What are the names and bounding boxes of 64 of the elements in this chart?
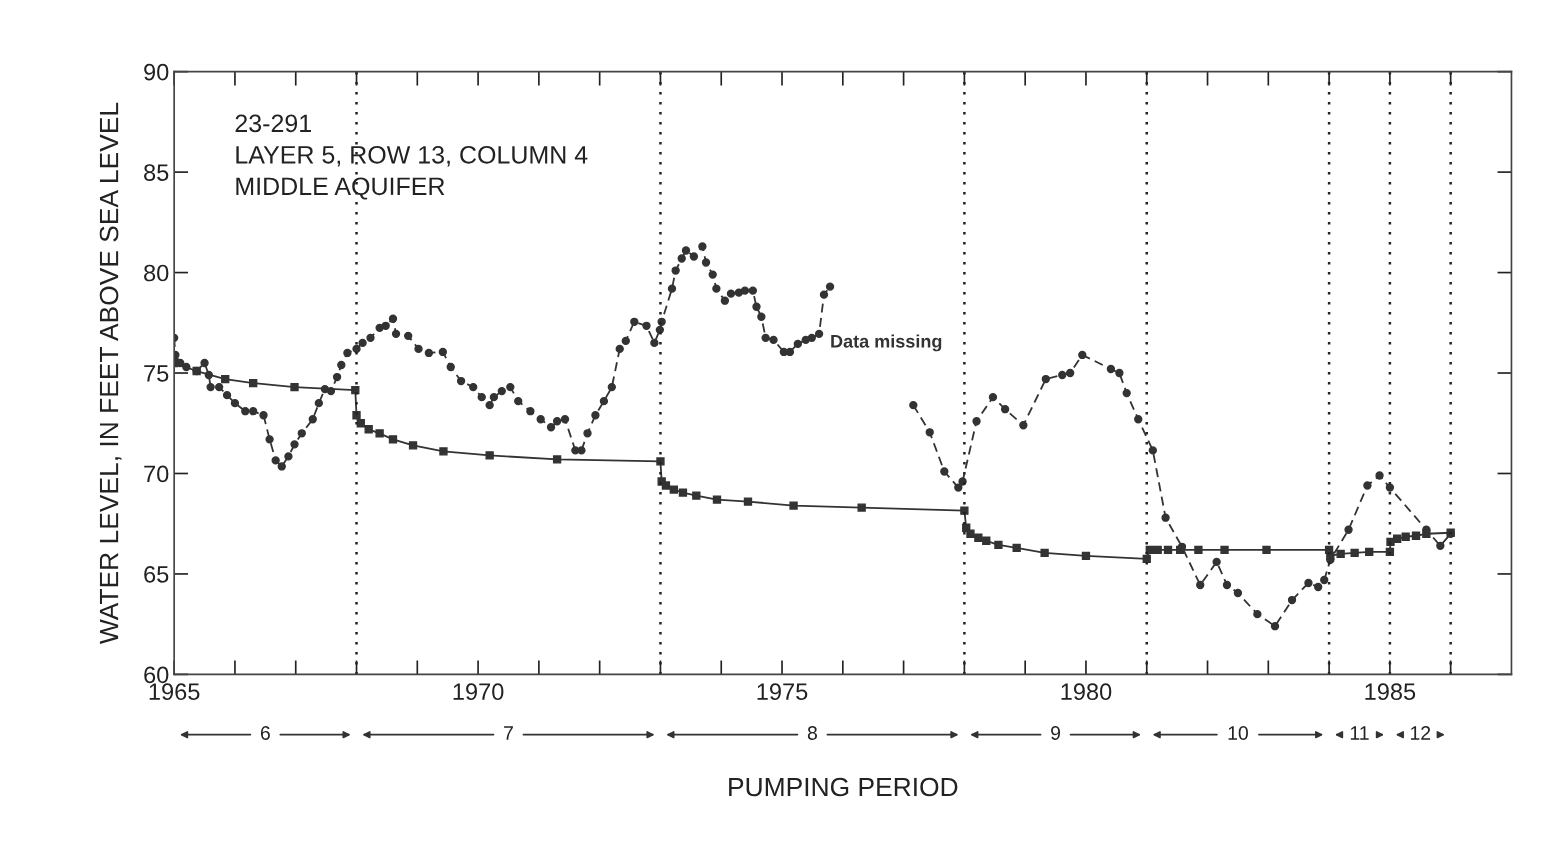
x-tick-label: 1965: [149, 683, 200, 701]
point: [857, 503, 866, 512]
point: [669, 485, 678, 494]
y-tick-label: 70: [144, 465, 169, 483]
point: [192, 366, 201, 376]
point: [249, 378, 258, 388]
point: [982, 536, 991, 545]
text: 9: [1051, 726, 1061, 740]
point: [661, 481, 671, 490]
point: [439, 447, 448, 456]
point: [743, 497, 753, 506]
point: [364, 425, 373, 434]
x-tick-label: 1970: [453, 683, 504, 701]
annotation: Data missing: [831, 334, 942, 352]
point: [388, 435, 398, 444]
text: 7: [504, 726, 513, 740]
point: [1422, 529, 1431, 538]
point: [1220, 545, 1229, 555]
y-axis-title: WATER LEVEL, IN FEET ABOVE SEA LEVEL: [99, 102, 122, 645]
annotation: 23-291 LAYER 5, ROW 13, COLUMN 4 MIDDLE AQUIFER: [235, 114, 588, 200]
y-tick-label: 65: [144, 566, 169, 583]
point: [485, 451, 494, 460]
x-tick-label: 1980: [1061, 683, 1112, 701]
point: [789, 501, 798, 510]
text: 10: [1228, 726, 1248, 740]
point: [1336, 549, 1345, 559]
point: [1393, 534, 1402, 543]
point: [974, 533, 983, 542]
x-tick-label: 1975: [757, 683, 808, 701]
point: [678, 488, 688, 497]
point: [1411, 531, 1421, 540]
point: [1262, 545, 1271, 555]
point: [408, 441, 418, 450]
point: [1163, 545, 1173, 555]
text: 11: [1350, 726, 1369, 740]
point: [712, 495, 722, 504]
point: [994, 540, 1003, 549]
x-tick-label: 1985: [1365, 683, 1416, 701]
point: [1401, 532, 1410, 541]
point: [1176, 545, 1185, 555]
point: [1081, 551, 1091, 561]
text: 12: [1410, 726, 1431, 740]
point: [966, 529, 975, 538]
point: [1012, 543, 1021, 552]
point: [552, 455, 562, 464]
point: [1040, 548, 1049, 558]
point: [290, 382, 299, 392]
point: [356, 419, 365, 428]
y-tick-label: 60: [144, 666, 169, 684]
point: [375, 429, 384, 438]
x-axis-title: PUMPING PERIOD: [729, 777, 958, 797]
text: 8: [807, 726, 817, 740]
y-tick-label: 75: [144, 365, 169, 382]
text: 6: [260, 726, 270, 740]
point: [692, 491, 701, 500]
y-tick-label: 90: [144, 63, 169, 81]
point: [1194, 545, 1203, 555]
point: [1153, 545, 1162, 555]
y-tick-label: 80: [144, 264, 169, 282]
point: [221, 374, 230, 384]
point: [1350, 548, 1359, 558]
point: [1142, 554, 1151, 564]
point: [1365, 547, 1374, 557]
y-tick-label: 85: [144, 164, 169, 181]
